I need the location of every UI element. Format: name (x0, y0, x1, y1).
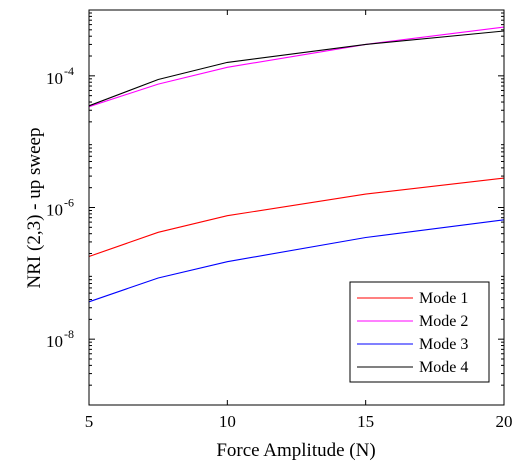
x-tick-label: 5 (85, 412, 94, 431)
series-layer (89, 27, 504, 302)
legend: Mode 1 Mode 2 Mode 3 Mode 4 (350, 282, 489, 382)
series-line-mode-2 (89, 27, 504, 107)
y-tick-label: 10 (46, 332, 63, 351)
y-tick-label-exponent: -4 (64, 64, 74, 78)
legend-label-mode-2: Mode 2 (419, 313, 468, 330)
y-tick-label-exponent: -6 (64, 196, 74, 210)
legend-label-mode-4: Mode 4 (419, 359, 468, 376)
series-line-mode-4 (89, 31, 504, 106)
series-line-mode-1 (89, 178, 504, 256)
x-tick-label: 10 (219, 412, 236, 431)
legend-label-mode-3: Mode 3 (419, 336, 468, 353)
y-tick-label: 10 (46, 69, 63, 88)
legend-label-mode-1: Mode 1 (419, 290, 468, 307)
y-axis-title: NRI (2,3) - up sweep (24, 128, 45, 289)
y-tick-label-exponent: -8 (64, 327, 74, 341)
y-tick-label: 10 (46, 201, 63, 220)
x-tick-label: 15 (357, 412, 374, 431)
x-axis-title: Force Amplitude (N) (216, 440, 375, 461)
x-tick-label: 20 (496, 412, 513, 431)
